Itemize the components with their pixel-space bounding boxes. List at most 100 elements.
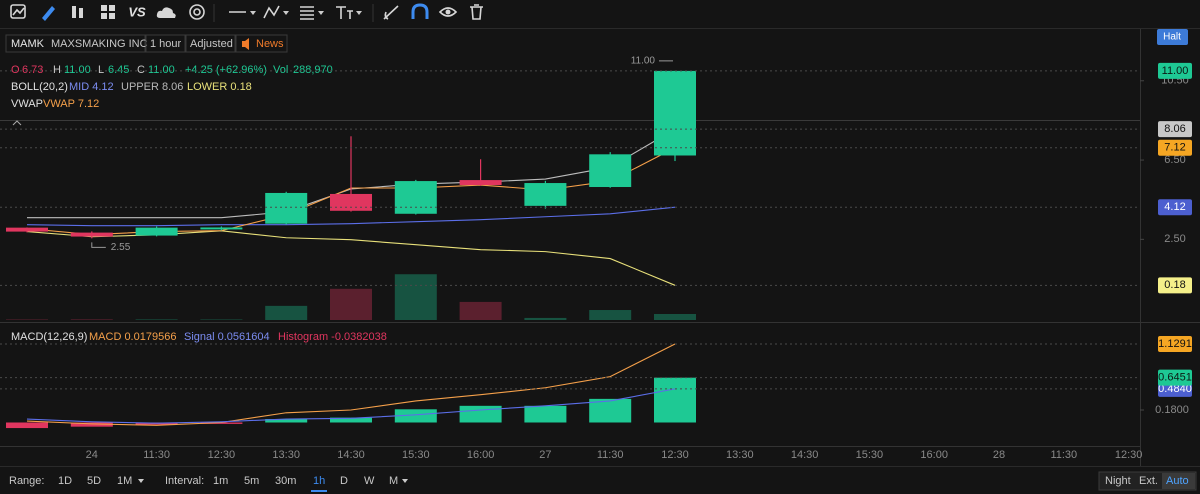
adjust-box[interactable] (185, 34, 236, 53)
range-option[interactable]: 1D (58, 475, 72, 487)
legend-change: +4.25 (+62.96%) (185, 64, 267, 76)
legend-name: MACD(12,26,9) (11, 331, 87, 343)
symbol-box[interactable] (5, 34, 146, 53)
legend-mid: MID 4.12 (69, 81, 114, 93)
tool-text[interactable] (336, 6, 362, 19)
interval-option[interactable]: D (340, 475, 348, 487)
candle-body (200, 227, 243, 230)
histogram-bar (654, 377, 696, 423)
tool-indicator[interactable] (189, 4, 205, 20)
price-tag-label: 11.00 (1162, 65, 1189, 77)
collapse-icon[interactable] (12, 120, 22, 126)
tool-visibility[interactable] (438, 7, 458, 17)
toolbar: VS (10, 3, 483, 22)
news: News (256, 38, 284, 50)
candle-body (265, 192, 308, 224)
price-tag-label: 4.12 (1164, 201, 1185, 213)
news-icon (242, 38, 249, 50)
tool-fib[interactable] (300, 6, 324, 20)
range-label: Range: (9, 475, 44, 487)
legend-label: O (11, 64, 20, 76)
volume-bar (135, 319, 178, 320)
volume-bar (70, 319, 113, 320)
price-tag-label: 8.06 (1164, 123, 1185, 135)
macd-legend: MACD(12,26,9) MACD 0.0179566 Signal 0.05… (11, 331, 387, 343)
range-option[interactable]: 1M (117, 475, 132, 487)
interval-option[interactable]: 1m (213, 475, 228, 487)
legend-upper: UPPER 8.06 (121, 81, 183, 93)
tool-line[interactable] (229, 11, 256, 15)
interval-option[interactable]: 5m (244, 475, 259, 487)
session-option-active[interactable]: Auto (1166, 475, 1189, 487)
interval-option-active[interactable]: 1h (313, 475, 325, 487)
halt-button[interactable] (1157, 29, 1188, 45)
tool-chart[interactable] (10, 4, 26, 19)
high-label: 11.00 (631, 56, 656, 67)
legend-name: BOLL(20,2) (11, 81, 68, 93)
tool-path[interactable] (263, 5, 289, 19)
x-tick-label: 14:30 (337, 449, 365, 461)
ohlc-legend: O 6.73 H 11.00 L 6.45 C 11.00 +4.25 (+62… (11, 64, 333, 76)
legend-histogram: Histogram -0.0382038 (278, 331, 387, 343)
tool-draw[interactable] (42, 6, 55, 21)
news-box[interactable] (235, 34, 288, 53)
price-tag (1158, 139, 1192, 156)
tool-brush[interactable] (383, 5, 399, 20)
x-tick-label: 16:00 (467, 449, 495, 461)
plot-area: 10.506.502.500.180011.002.5511.008.067.1… (0, 56, 1192, 461)
footer: Range: 1D 5D 1M Interval: 1m 5m 30m 1h D… (9, 471, 1197, 492)
legend-label: Vol (273, 64, 288, 76)
price-tag (1158, 369, 1192, 386)
legend-value: 11.00 (148, 64, 175, 76)
session-option[interactable]: Night (1105, 475, 1131, 487)
legend-name: VWAP (11, 98, 43, 110)
price-tag-label: 7.12 (1164, 142, 1185, 154)
signal-line (26, 388, 676, 424)
tool-delete[interactable] (470, 4, 483, 20)
macd-line (26, 343, 676, 426)
price-tag (1158, 277, 1192, 294)
tool-magnet[interactable] (411, 3, 429, 19)
price-tag (1158, 62, 1192, 79)
candle-body (135, 227, 178, 236)
price-tag (1158, 336, 1192, 353)
tool-cloud[interactable] (156, 7, 176, 18)
low-marker (91, 242, 106, 248)
interval-option[interactable]: W (364, 475, 375, 487)
range-option[interactable]: 5D (87, 475, 101, 487)
legend-signal: Signal 0.0561604 (184, 331, 270, 343)
legend-label: C (137, 64, 145, 76)
volume-bar (524, 317, 567, 320)
session-option[interactable]: Ext. (1139, 475, 1158, 487)
candle-body (654, 70, 696, 156)
lower-line (26, 230, 676, 286)
interval-option[interactable]: 30m (275, 475, 296, 487)
volume-bar (200, 319, 243, 320)
legend-value: 11.00 (64, 64, 91, 76)
histogram-bar (70, 422, 113, 427)
price-tag (1158, 121, 1192, 138)
session-active-bg (1162, 473, 1195, 489)
candle-body (6, 227, 48, 232)
legend-value: 288,970 (293, 64, 333, 76)
x-tick-label: 11:30 (597, 449, 624, 461)
tool-candles[interactable] (72, 6, 83, 18)
symbol-header: MAMK MAXSMAKING INC 1 hour Adjusted News… (5, 29, 1188, 53)
tool-compare[interactable]: VS (128, 4, 146, 19)
candle-body (589, 154, 632, 188)
symbol: MAMK (11, 38, 45, 50)
timeframe-box[interactable] (145, 34, 186, 53)
x-tick-label: 14:30 (791, 449, 819, 461)
candle-body (459, 180, 502, 186)
x-tick-label: 11:30 (1050, 449, 1077, 461)
histogram-bar (265, 419, 308, 423)
legend-lower: LOWER 0.18 (187, 81, 252, 93)
adjustment: Adjusted (190, 38, 233, 50)
price-tag-label: 0.4840 (1158, 383, 1192, 395)
price-tag-label: 0.18 (1164, 279, 1185, 291)
interval-option[interactable]: M (389, 475, 398, 487)
tool-layout[interactable] (101, 5, 115, 19)
x-tick-label: 12:30 (661, 449, 689, 461)
candle-body (70, 232, 113, 237)
